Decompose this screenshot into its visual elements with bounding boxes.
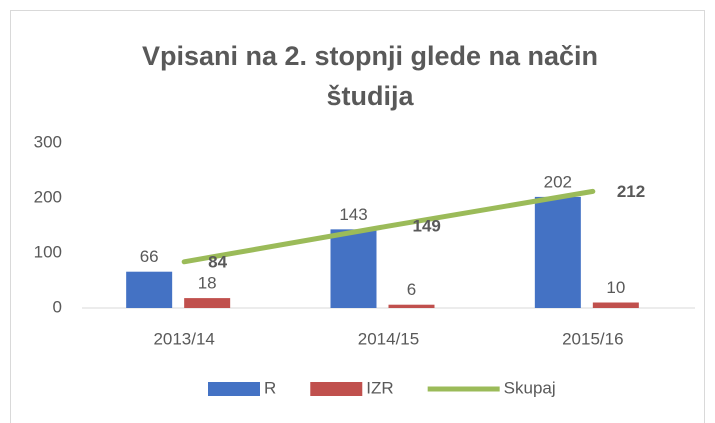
line-data-label: 212	[617, 182, 645, 201]
data-label: 143	[339, 205, 367, 224]
chart-border	[10, 10, 705, 423]
legend-label: Skupaj	[504, 378, 556, 397]
bar	[184, 298, 231, 308]
bar	[126, 271, 173, 308]
y-tick-label: 300	[34, 132, 62, 151]
chart-title: Vpisani na 2. stopnji glede na način štu…	[141, 41, 599, 111]
legend-label: R	[264, 378, 276, 397]
x-tick-label: 2014/15	[358, 329, 419, 348]
x-tick-label: 2013/14	[153, 329, 214, 348]
data-label: 10	[606, 278, 625, 297]
data-label: 66	[140, 247, 159, 266]
data-label: 6	[407, 280, 416, 299]
data-label: 202	[544, 172, 572, 191]
legend-swatch	[208, 382, 260, 396]
line-data-label: 149	[413, 217, 441, 236]
legend-swatch	[310, 382, 363, 396]
legend-label: IZR	[366, 378, 393, 397]
bar	[592, 302, 639, 308]
y-tick-label: 200	[34, 187, 62, 206]
y-tick-label: 0	[53, 297, 62, 316]
y-tick-label: 100	[34, 242, 62, 261]
x-tick-label: 2015/16	[562, 329, 623, 348]
line-data-label: 84	[208, 252, 227, 271]
bar	[388, 304, 435, 308]
bar	[534, 196, 581, 308]
data-label: 18	[198, 274, 217, 293]
bar	[330, 229, 377, 308]
line	[181, 188, 596, 265]
